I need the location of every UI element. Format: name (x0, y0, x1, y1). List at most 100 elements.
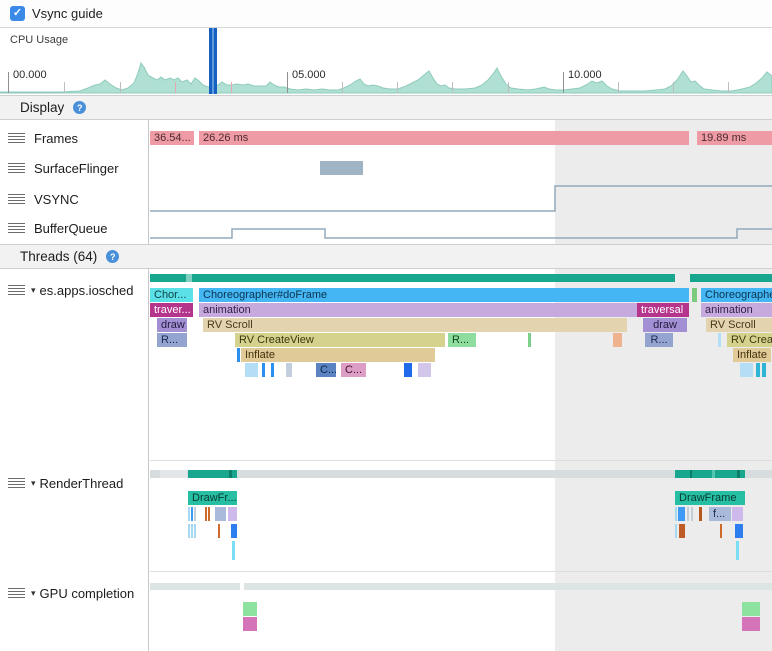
drag-handle-icon[interactable] (8, 285, 25, 295)
vsync-guide-checkbox[interactable]: ✓ (10, 6, 25, 21)
trace-event[interactable] (188, 524, 190, 538)
track-row-es-apps-iosched[interactable]: ▾ es.apps.iosched (0, 283, 147, 298)
trace-event[interactable] (692, 288, 697, 302)
gpu-event[interactable] (243, 617, 257, 631)
trace-event[interactable] (691, 507, 693, 521)
trace-event[interactable] (675, 524, 677, 538)
track-row-frames[interactable]: Frames (0, 131, 147, 146)
trace-event[interactable] (262, 363, 265, 377)
trace-event[interactable] (188, 507, 190, 521)
trace-event[interactable]: DrawFrame (675, 491, 745, 505)
trace-event[interactable] (732, 507, 743, 521)
track-header-resize-divider[interactable] (148, 269, 149, 651)
collapse-triangle-icon[interactable]: ▾ (31, 284, 36, 295)
trace-event[interactable] (404, 363, 412, 377)
selection-range-line[interactable] (214, 28, 217, 94)
track-row-vsync[interactable]: VSYNC (0, 192, 147, 207)
help-icon[interactable]: ? (106, 250, 120, 263)
drag-handle-icon[interactable] (8, 588, 25, 598)
trace-event[interactable] (762, 363, 766, 377)
selection-range-line[interactable] (209, 28, 212, 94)
trace-event[interactable] (191, 507, 193, 521)
trace-event[interactable]: Inflate (241, 348, 435, 362)
frame-bar[interactable]: 36.54... (150, 131, 194, 145)
trace-event[interactable]: C... (341, 363, 366, 377)
trace-event[interactable] (756, 363, 760, 377)
trace-event[interactable]: animation (701, 303, 772, 317)
gpu-event[interactable] (742, 602, 760, 616)
cpu-usage-track[interactable]: CPU Usage 00.000 05.000 10.000 (0, 28, 772, 94)
trace-event[interactable] (736, 541, 739, 560)
trace-event[interactable]: R... (157, 333, 187, 347)
trace-event[interactable] (740, 363, 753, 377)
trace-event[interactable] (699, 507, 702, 521)
trace-event[interactable] (237, 348, 240, 362)
trace-event[interactable] (679, 524, 685, 538)
trace-event[interactable] (194, 507, 196, 521)
trace-event[interactable] (678, 507, 685, 521)
trace-event[interactable] (528, 333, 531, 347)
trace-event[interactable]: RV Crea... (727, 333, 772, 347)
surfaceflinger-event[interactable] (320, 161, 363, 175)
track-row-gpu-completion[interactable]: ▾ GPU completion (0, 586, 147, 601)
trace-event[interactable]: RV CreateView (235, 333, 445, 347)
frame-bar[interactable]: 19.89 ms (697, 131, 772, 145)
trace-event[interactable] (245, 363, 258, 377)
trace-event[interactable] (687, 507, 689, 521)
trace-event[interactable] (718, 333, 721, 347)
trace-event[interactable]: f... (709, 507, 731, 521)
trace-event[interactable]: Inflate (733, 348, 771, 362)
trace-event[interactable]: R... (645, 333, 673, 347)
trace-event[interactable]: draw (157, 318, 187, 332)
trace-event[interactable] (228, 507, 237, 521)
gpu-event[interactable] (742, 617, 760, 631)
drag-handle-icon[interactable] (8, 223, 25, 233)
selection-range-line[interactable] (212, 28, 214, 94)
trace-event[interactable]: traver... (150, 303, 193, 317)
help-icon[interactable]: ? (73, 101, 87, 114)
trace-event[interactable]: Chor... (150, 288, 193, 302)
track-row-renderthread[interactable]: ▾ RenderThread (0, 476, 147, 491)
trace-event[interactable] (205, 507, 207, 521)
trace-event[interactable] (271, 363, 274, 377)
trace-event[interactable]: RV Scroll (203, 318, 627, 332)
trace-event[interactable] (218, 524, 220, 538)
trace-event[interactable]: traversal (637, 303, 689, 317)
trace-event[interactable]: draw (643, 318, 687, 332)
trace-event[interactable] (194, 524, 196, 538)
trace-event[interactable]: C... (316, 363, 336, 377)
trace-event[interactable]: R... (448, 333, 476, 347)
time-axis-tick (673, 82, 674, 93)
trace-event[interactable]: animation (199, 303, 637, 317)
trace-event[interactable] (231, 524, 237, 538)
trace-event[interactable] (215, 507, 226, 521)
trace-event[interactable] (286, 363, 292, 377)
gpu-event[interactable] (243, 602, 257, 616)
trace-event[interactable]: RV Scroll (706, 318, 772, 332)
trace-event[interactable]: Choreographer#doFrame (701, 288, 772, 302)
trace-event[interactable] (735, 524, 743, 538)
drag-handle-icon[interactable] (8, 194, 25, 204)
drag-handle-icon[interactable] (8, 478, 25, 488)
drag-handle-icon[interactable] (8, 163, 25, 173)
trace-event[interactable]: DrawFr... (188, 491, 237, 505)
trace-event[interactable] (418, 363, 431, 377)
trace-event[interactable] (232, 541, 235, 560)
thread-state-segment (690, 274, 772, 282)
drag-handle-icon[interactable] (8, 133, 25, 143)
trace-event[interactable] (675, 507, 677, 521)
trace-event[interactable] (191, 524, 193, 538)
track-row-bufferqueue[interactable]: BufferQueue (0, 221, 147, 236)
cpu-usage-label: CPU Usage (10, 34, 69, 46)
frame-bar[interactable]: 26.26 ms (199, 131, 689, 145)
collapse-triangle-icon[interactable]: ▾ (31, 587, 36, 598)
collapse-triangle-icon[interactable]: ▾ (31, 477, 36, 488)
trace-event[interactable]: Choreographer#doFrame (199, 288, 689, 302)
trace-event[interactable] (613, 333, 622, 347)
track-row-surfaceflinger[interactable]: SurfaceFlinger (0, 161, 147, 176)
display-section-header[interactable]: Display ? (0, 95, 772, 120)
track-header-resize-divider[interactable] (148, 119, 149, 244)
trace-event[interactable] (720, 524, 722, 538)
threads-section-header[interactable]: Threads (64) ? (0, 244, 772, 269)
trace-event[interactable] (208, 507, 210, 521)
